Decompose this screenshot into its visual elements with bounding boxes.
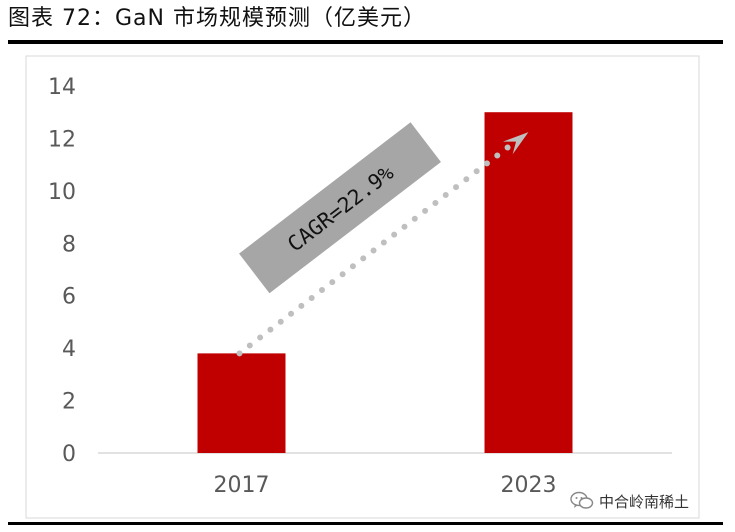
trend-arrow [236, 132, 529, 357]
y-tick-label: 4 [62, 337, 76, 362]
bars [197, 112, 573, 453]
y-tick-label: 8 [62, 232, 76, 257]
y-axis-ticks: 0 2 4 6 8 10 12 14 [48, 75, 76, 467]
cagr-annotation: CAGR=22.9% [239, 122, 441, 294]
figure-title: 图表 72：GaN 市场规模预测（亿美元） [8, 6, 426, 31]
watermark-text: 中合岭南稀土 [599, 492, 690, 511]
watermark: 中合岭南稀土 [570, 489, 689, 513]
bottom-rule [8, 522, 723, 525]
chart-frame [25, 55, 700, 519]
y-tick-label: 10 [48, 180, 76, 205]
y-tick-label: 6 [62, 285, 76, 310]
y-tick-label: 12 [48, 127, 76, 152]
bar-2023 [484, 112, 573, 453]
trend-arrowhead [502, 132, 529, 155]
x-category-label: 2017 [214, 473, 270, 498]
bar-2017 [197, 353, 286, 453]
x-axis-categories: 2017 2023 [214, 473, 557, 498]
cagr-box [239, 122, 441, 294]
y-tick-label: 0 [62, 442, 76, 467]
trend-dotted-line [236, 139, 518, 357]
title-rule [8, 40, 723, 44]
y-tick-label: 14 [48, 75, 76, 100]
x-category-label: 2023 [501, 473, 557, 498]
wechat-icon [570, 491, 594, 509]
y-tick-label: 2 [62, 390, 76, 415]
